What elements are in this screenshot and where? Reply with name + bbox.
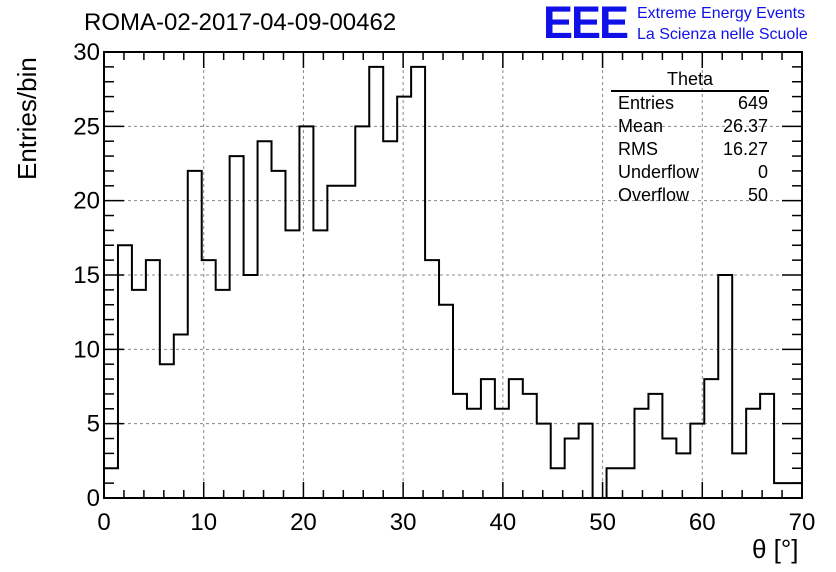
stats-value: 50 bbox=[747, 185, 768, 205]
stats-value: 16.27 bbox=[722, 139, 768, 159]
y-axis-label: Entries/bin bbox=[12, 57, 42, 180]
x-tick-label: 0 bbox=[97, 509, 110, 536]
stats-row-overflow: Overflow 50 bbox=[611, 184, 769, 207]
x-axis-label: θ [°] bbox=[752, 534, 799, 564]
x-tick-label: 50 bbox=[589, 509, 616, 536]
eee-logo: EEE bbox=[543, 0, 629, 48]
plot-frame bbox=[103, 51, 803, 499]
chart-title: ROMA-02-2017-04-09-00462 bbox=[84, 9, 397, 36]
stats-row-entries: Entries 649 bbox=[611, 92, 769, 115]
logo-line-1: Extreme Energy Events bbox=[637, 5, 806, 22]
y-tick-label: 15 bbox=[73, 262, 100, 289]
x-tick-label: 40 bbox=[490, 509, 517, 536]
y-tick-label: 10 bbox=[73, 336, 100, 363]
stats-label: Mean bbox=[618, 116, 664, 136]
x-tick-label: 60 bbox=[689, 509, 716, 536]
stats-value: 0 bbox=[757, 162, 768, 182]
x-tick-label: 20 bbox=[290, 509, 317, 536]
stats-label: Entries bbox=[618, 93, 675, 113]
stats-label: Underflow bbox=[618, 162, 700, 182]
y-tick-label: 30 bbox=[73, 39, 100, 66]
y-tick-label: 20 bbox=[73, 188, 100, 215]
stats-box: Theta Entries 649 Mean 26.37 RMS 16.27 U… bbox=[611, 68, 769, 207]
stats-row-underflow: Underflow 0 bbox=[611, 161, 769, 184]
tick-labels: 0 10 20 30 40 50 60 70 0 5 10 15 20 25 30 bbox=[73, 39, 815, 536]
x-tick-label: 70 bbox=[789, 509, 816, 536]
histogram-series bbox=[103, 65, 803, 499]
y-tick-label: 25 bbox=[73, 113, 100, 140]
stats-title: Theta bbox=[611, 68, 769, 92]
y-tick-label: 5 bbox=[87, 411, 100, 438]
y-tick-label: 0 bbox=[87, 485, 100, 512]
stats-value: 649 bbox=[737, 93, 768, 113]
logo-text: Extreme Energy Events La Scienza nelle S… bbox=[637, 3, 808, 45]
stats-row-mean: Mean 26.37 bbox=[611, 115, 769, 138]
stats-label: RMS bbox=[618, 139, 658, 159]
x-tick-label: 10 bbox=[190, 509, 217, 536]
stats-value: 26.37 bbox=[722, 116, 768, 136]
stats-label: Overflow bbox=[618, 185, 690, 205]
x-tick-label: 30 bbox=[390, 509, 417, 536]
stats-row-rms: RMS 16.27 bbox=[611, 138, 769, 161]
logo-line-2: La Scienza nelle Scuole bbox=[637, 26, 808, 43]
